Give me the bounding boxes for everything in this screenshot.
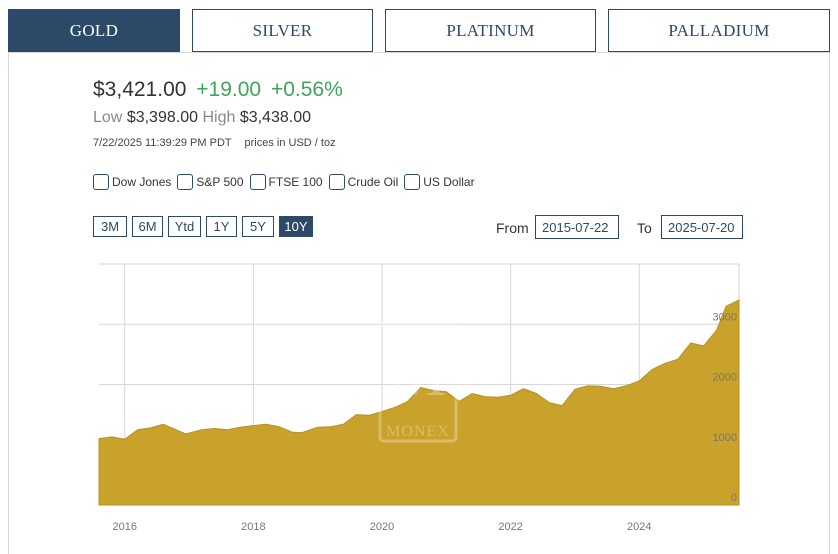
x-tick-label: 2020: [370, 521, 394, 533]
y-tick-label: 2000: [713, 372, 737, 384]
tab-palladium[interactable]: PALLADIUM: [608, 9, 830, 52]
metal-tabs: GOLD SILVER PLATINUM PALLADIUM: [8, 9, 830, 53]
compare-dow-jones[interactable]: Dow Jones: [93, 174, 171, 190]
compare-crude-oil[interactable]: Crude Oil: [328, 174, 399, 190]
compare-crude-oil-checkbox[interactable]: [328, 174, 345, 190]
price-units: prices in USD / toz: [244, 137, 336, 149]
high-label: High: [202, 109, 236, 126]
compare-sp500-checkbox[interactable]: [177, 174, 194, 190]
from-date-input[interactable]: [535, 215, 619, 239]
monex-watermark: M MONEX: [378, 321, 458, 443]
watermark-frame: [378, 321, 458, 443]
range-3m-button[interactable]: 3M: [93, 216, 127, 237]
high-value: $3,438.00: [239, 109, 311, 126]
range-6m-button[interactable]: 6M: [132, 216, 163, 237]
from-label: From: [496, 220, 529, 236]
x-tick-label: 2016: [112, 521, 136, 533]
to-label: To: [637, 220, 652, 236]
low-value: $3,398.00: [126, 109, 198, 126]
to-date-input[interactable]: [661, 215, 743, 239]
compare-us-dollar-label: US Dollar: [423, 175, 475, 189]
compare-options: Dow Jones S&P 500 FTSE 100 Crude Oil US …: [93, 174, 481, 190]
x-tick-label: 2018: [241, 521, 265, 533]
low-label: Low: [93, 109, 123, 126]
compare-dow-jones-checkbox[interactable]: [93, 174, 109, 190]
compare-sp500[interactable]: S&P 500: [177, 174, 244, 190]
quote-timestamp: 7/22/2025 11:39:29 PM PDT: [93, 137, 232, 149]
tab-gold[interactable]: GOLD: [8, 9, 180, 52]
range-5y-button[interactable]: 5Y: [242, 216, 274, 237]
x-tick-label: 2022: [498, 521, 522, 533]
range-ytd-button[interactable]: Ytd: [168, 216, 201, 237]
compare-ftse100-checkbox[interactable]: [249, 174, 266, 190]
current-price: $3,421.00: [93, 78, 187, 101]
compare-us-dollar[interactable]: US Dollar: [404, 174, 475, 190]
watermark-text: MONEX: [386, 423, 450, 440]
compare-ftse100-label: FTSE 100: [268, 175, 323, 189]
range-10y-button[interactable]: 10Y: [279, 216, 313, 237]
gold-price-area: [98, 299, 740, 506]
compare-ftse100[interactable]: FTSE 100: [249, 174, 323, 190]
watermark-monogram-icon: M: [390, 338, 447, 409]
tab-silver[interactable]: SILVER: [192, 9, 373, 52]
range-selector: 3M 6M Ytd 1Y 5Y 10Y: [93, 216, 318, 237]
compare-dow-jones-label: Dow Jones: [112, 175, 172, 189]
day-range: Low $3,398.00 High $3,438.00: [93, 109, 311, 127]
price-change: +19.00: [196, 78, 262, 101]
compare-us-dollar-checkbox[interactable]: [404, 174, 421, 190]
y-axis-ticks: 0 1000 2000 3000: [713, 311, 737, 504]
quote-meta: 7/22/2025 11:39:29 PM PDT prices in USD …: [93, 137, 336, 149]
range-1y-button[interactable]: 1Y: [206, 216, 237, 237]
compare-sp500-label: S&P 500: [196, 175, 244, 189]
y-tick-label: 0: [731, 492, 737, 504]
compare-crude-oil-label: Crude Oil: [347, 175, 399, 189]
y-tick-label: 1000: [713, 432, 737, 444]
x-axis-ticks: 2016 2018 2020 2022 2024: [112, 521, 651, 533]
price-line: $3,421.00 +19.00 +0.56%: [93, 78, 343, 102]
y-tick-label: 3000: [713, 311, 737, 323]
tab-platinum[interactable]: PLATINUM: [385, 9, 596, 52]
x-tick-label: 2024: [627, 521, 651, 533]
price-change-percent: +0.56%: [270, 78, 343, 101]
